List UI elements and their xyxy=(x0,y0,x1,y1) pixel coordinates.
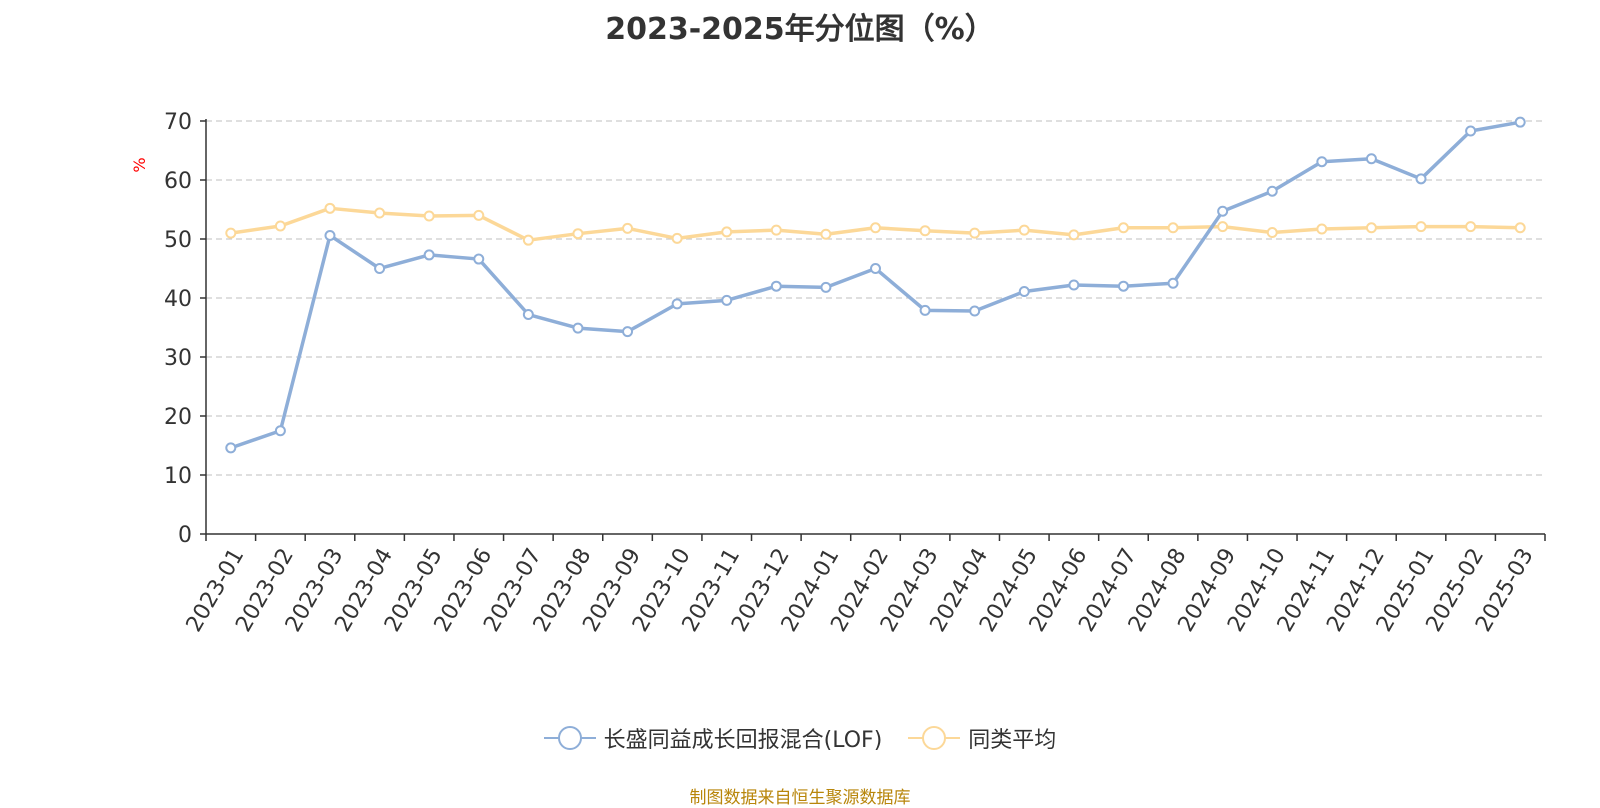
data-point[interactable] xyxy=(1117,222,1129,234)
series xyxy=(225,116,1526,454)
data-point[interactable] xyxy=(1068,229,1080,241)
y-tick-label: 20 xyxy=(164,405,192,430)
legend-swatch-fund-icon xyxy=(543,726,596,750)
series-line-0 xyxy=(230,120,1521,450)
data-point[interactable] xyxy=(1316,156,1328,168)
data-point[interactable] xyxy=(870,222,881,234)
data-point[interactable] xyxy=(374,207,386,219)
data-point[interactable] xyxy=(1167,222,1179,234)
data-point[interactable] xyxy=(572,228,584,240)
data-source-note: 制图数据来自恒生聚源数据库 xyxy=(689,788,911,808)
data-point[interactable] xyxy=(274,220,286,232)
data-point[interactable] xyxy=(969,227,981,239)
data-point[interactable] xyxy=(770,224,782,236)
x-tick-labels: 2023-012023-022023-032023-042023-052023-… xyxy=(182,544,1539,636)
data-point[interactable] xyxy=(1365,222,1377,234)
data-point[interactable] xyxy=(572,322,584,334)
data-point[interactable] xyxy=(374,263,386,274)
grid-lines xyxy=(206,120,1545,476)
data-point[interactable] xyxy=(622,222,634,234)
data-point[interactable] xyxy=(522,234,534,246)
data-point[interactable] xyxy=(671,298,683,310)
y-tick-label: 70 xyxy=(164,110,192,135)
y-tick-label: 50 xyxy=(164,228,192,253)
data-point[interactable] xyxy=(1217,205,1229,217)
data-point[interactable] xyxy=(1365,153,1377,165)
data-point[interactable] xyxy=(225,442,237,454)
data-point[interactable] xyxy=(473,253,485,265)
legend-item-average[interactable]: 同类平均 xyxy=(908,722,1056,754)
y-tick-label: 0 xyxy=(178,523,192,548)
data-point[interactable] xyxy=(1514,222,1526,234)
data-point[interactable] xyxy=(423,249,435,261)
data-point[interactable] xyxy=(870,263,881,274)
data-point[interactable] xyxy=(770,280,782,292)
data-point[interactable] xyxy=(919,304,931,316)
legend: 长盛同益成长回报混合(LOF) 同类平均 xyxy=(0,722,1600,754)
y-tick-label: 60 xyxy=(164,169,192,194)
data-point[interactable] xyxy=(324,202,336,214)
data-point[interactable] xyxy=(274,425,286,437)
data-point[interactable] xyxy=(1018,286,1030,298)
chart-title: 2023-2025年分位图（%） xyxy=(605,12,995,47)
y-tick-labels: 0 10 20 30 40 50 60 70 xyxy=(164,110,192,548)
data-point[interactable] xyxy=(1167,277,1179,289)
data-point[interactable] xyxy=(1316,223,1328,235)
data-point[interactable] xyxy=(324,229,336,241)
y-tick-label: 30 xyxy=(164,346,192,371)
data-point[interactable] xyxy=(1514,116,1526,128)
y-tick-label: 10 xyxy=(164,464,192,489)
y-axis-unit-label: % xyxy=(130,157,149,172)
data-point[interactable] xyxy=(1415,173,1427,185)
axes xyxy=(200,119,1546,541)
legend-label-average: 同类平均 xyxy=(968,728,1057,753)
data-point[interactable] xyxy=(1117,280,1129,292)
data-point[interactable] xyxy=(721,226,733,238)
data-point[interactable] xyxy=(522,309,534,321)
data-point[interactable] xyxy=(820,281,832,293)
data-point[interactable] xyxy=(969,305,981,317)
series-1 xyxy=(225,202,1526,246)
y-tick-label: 40 xyxy=(164,287,192,312)
series-0 xyxy=(225,116,1526,454)
data-point[interactable] xyxy=(671,232,683,244)
data-point[interactable] xyxy=(1068,279,1080,291)
data-point[interactable] xyxy=(1465,125,1477,137)
data-point[interactable] xyxy=(1266,185,1278,197)
data-point[interactable] xyxy=(1266,227,1278,239)
data-point[interactable] xyxy=(1415,221,1427,233)
data-point[interactable] xyxy=(1018,224,1030,236)
data-point[interactable] xyxy=(1465,221,1477,233)
data-point[interactable] xyxy=(622,326,634,338)
data-point[interactable] xyxy=(919,225,931,237)
data-point[interactable] xyxy=(1217,221,1229,233)
data-point[interactable] xyxy=(225,227,237,239)
data-point[interactable] xyxy=(721,294,733,306)
legend-label-fund: 长盛同益成长回报混合(LOF) xyxy=(603,728,883,753)
data-point[interactable] xyxy=(423,210,435,222)
legend-item-fund[interactable]: 长盛同益成长回报混合(LOF) xyxy=(543,722,883,754)
legend-swatch-average-icon xyxy=(908,726,961,750)
data-point[interactable] xyxy=(820,228,832,240)
data-point[interactable] xyxy=(473,209,485,221)
